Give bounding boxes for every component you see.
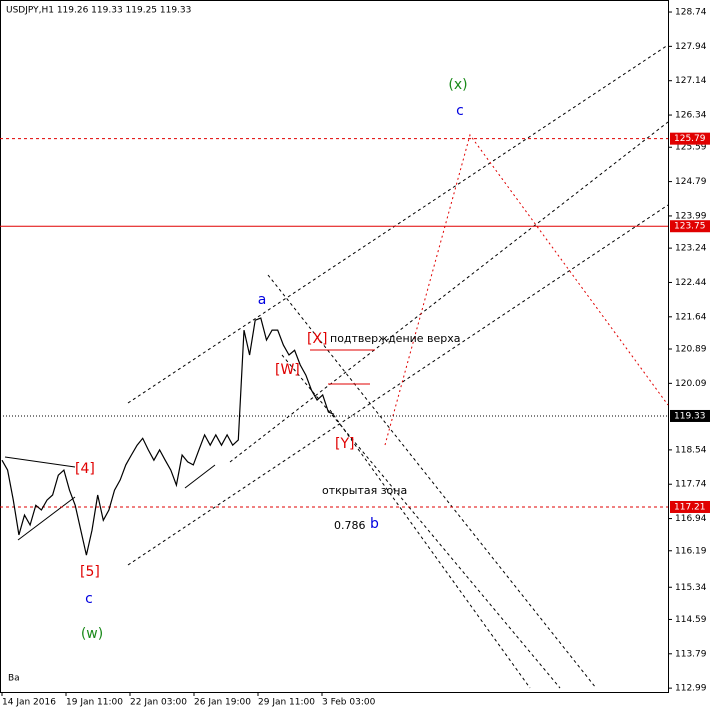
y-tick-label: 122.44 xyxy=(675,278,707,288)
annotation: a xyxy=(258,292,267,308)
y-tick-label: 115.34 xyxy=(675,583,707,593)
y-tick-label: 123.99 xyxy=(675,211,707,221)
y-tick-label: 124.79 xyxy=(675,177,707,187)
annotation: [W] xyxy=(275,362,300,378)
y-tick-label: 120.09 xyxy=(675,379,707,389)
annotation: открытая зона xyxy=(322,484,407,497)
annotation: подтверждение верха xyxy=(330,332,461,345)
level-label: 125.79 xyxy=(674,134,706,144)
annotation: c xyxy=(456,103,464,119)
plot-frame xyxy=(0,0,669,693)
level-label: 117.21 xyxy=(674,502,706,512)
annotation: 0.786 xyxy=(334,519,366,532)
y-tick-label: 121.64 xyxy=(675,312,707,322)
x-tick-label: 22 Jan 03:00 xyxy=(130,698,187,708)
level-label-box xyxy=(670,220,710,233)
level-label: 123.75 xyxy=(674,222,706,232)
y-tick-label: 128.74 xyxy=(675,8,707,18)
x-tick-label: 3 Feb 03:00 xyxy=(322,698,376,708)
annotation: (w) xyxy=(81,626,103,642)
y-tick-label: 120.89 xyxy=(675,345,707,355)
channel-lines xyxy=(4,44,669,689)
y-tick-label: 125.59 xyxy=(675,143,707,153)
annotation: (x) xyxy=(448,77,467,93)
y-tick-label: 116.94 xyxy=(675,514,707,524)
level-label-box xyxy=(670,132,710,145)
annotation: [5] xyxy=(80,564,100,580)
y-tick-label: 126.34 xyxy=(675,111,707,121)
y-tick-label: 116.19 xyxy=(675,546,707,556)
y-tick-label: 127.94 xyxy=(675,42,707,52)
chart-title: USDJPY,H1 119.26 119.33 119.25 119.33 xyxy=(6,6,191,16)
y-tick-label: 127.14 xyxy=(675,76,707,86)
y-tick-label: 112.99 xyxy=(675,684,707,694)
annotation: [Y] xyxy=(335,436,354,452)
level-label-box xyxy=(670,500,710,513)
level-label: 119.33 xyxy=(674,411,706,421)
price-line xyxy=(1,317,335,556)
x-tick-label: 26 Jan 19:00 xyxy=(194,698,251,708)
x-tick-label: 19 Jan 11:00 xyxy=(66,698,123,708)
y-tick-label: 114.59 xyxy=(675,615,707,625)
y-tick-label: 113.79 xyxy=(675,649,707,659)
annotation: Ba xyxy=(8,674,20,684)
x-tick-label: 29 Jan 11:00 xyxy=(258,698,315,708)
y-tick-label: 117.74 xyxy=(675,480,707,490)
y-tick-label: 118.54 xyxy=(675,445,707,455)
annotation: [4] xyxy=(75,461,95,477)
annotation: [X] xyxy=(307,331,328,347)
y-tick-label: 123.24 xyxy=(675,244,707,254)
x-tick-label: 14 Jan 2016 xyxy=(2,698,56,708)
annotation: b xyxy=(370,516,379,532)
level-label-box xyxy=(670,409,710,422)
annotation: c xyxy=(85,591,93,607)
